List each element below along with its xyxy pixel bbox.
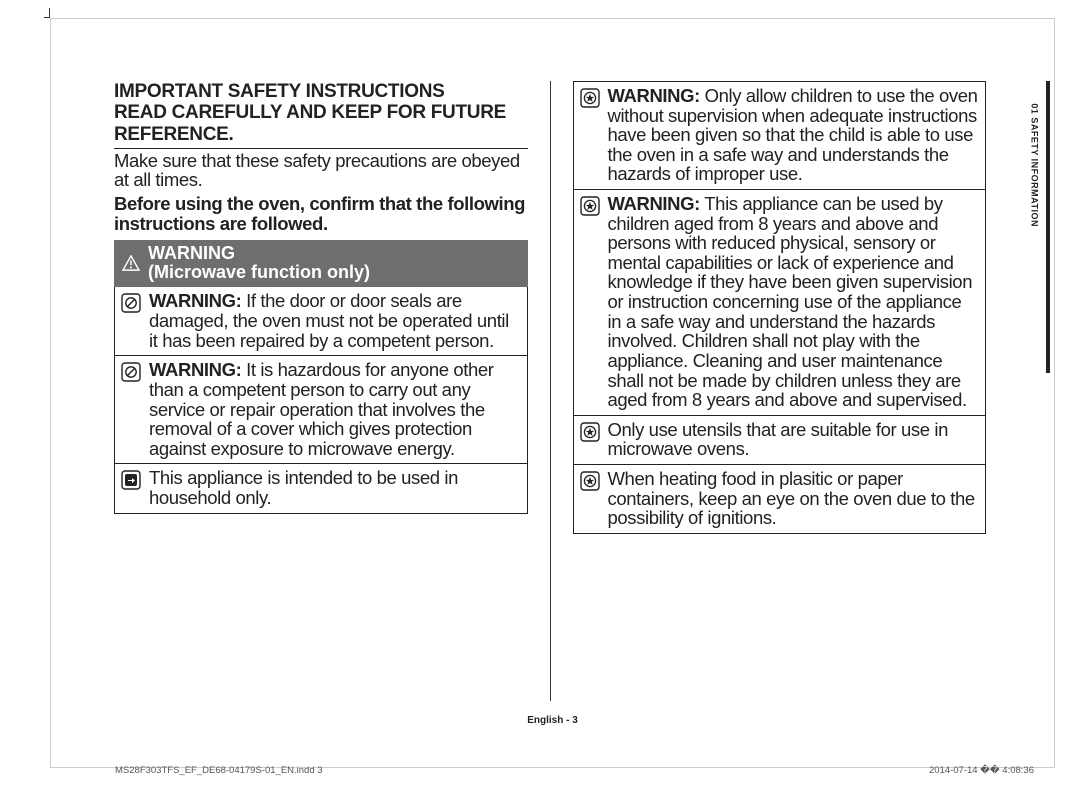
prohibit-icon: [121, 293, 141, 313]
page-frame: IMPORTANT SAFETY INSTRUCTIONS READ CAREF…: [50, 18, 1055, 768]
crop-mark-icon: [44, 8, 50, 18]
warning-item: When heating food in plasitic or paper c…: [574, 465, 986, 533]
star-icon: [580, 88, 600, 108]
main-heading: IMPORTANT SAFETY INSTRUCTIONS READ CAREF…: [114, 81, 528, 149]
warning-item: WARNING: It is hazardous for anyone othe…: [115, 356, 527, 464]
tab-label: 01 SAFETY INFORMATION: [1030, 103, 1040, 227]
heading-line1: IMPORTANT SAFETY INSTRUCTIONS: [114, 81, 445, 102]
warning-item: WARNING: This appliance can be used by c…: [574, 190, 986, 416]
star-icon: [580, 196, 600, 216]
intro-text: Make sure that these safety precautions …: [114, 151, 528, 190]
prohibit-icon: [121, 362, 141, 382]
section-tab: 01 SAFETY INFORMATION: [1012, 81, 1050, 373]
warning-sub: (Microwave function only): [148, 262, 370, 282]
right-warning-list: WARNING: Only allow children to use the …: [573, 81, 987, 534]
right-column: WARNING: Only allow children to use the …: [573, 81, 987, 691]
warning-item-text: This appliance is intended to be used in…: [149, 468, 521, 507]
intro-bold-text: Before using the oven, confirm that the …: [114, 194, 528, 234]
warning-item: WARNING: Only allow children to use the …: [574, 82, 986, 190]
warning-item-text: WARNING: If the door or door seals are d…: [149, 291, 521, 350]
warning-item-text: WARNING: This appliance can be used by c…: [608, 194, 980, 410]
warning-item-text: When heating food in plasitic or paper c…: [608, 469, 980, 528]
column-separator: [550, 81, 551, 701]
left-column: IMPORTANT SAFETY INSTRUCTIONS READ CAREF…: [114, 81, 528, 691]
warning-item: This appliance is intended to be used in…: [115, 464, 527, 512]
tab-bar: [1046, 81, 1050, 373]
left-warning-list: WARNING: If the door or door seals are d…: [114, 287, 528, 513]
warning-item-text: WARNING: It is hazardous for anyone othe…: [149, 360, 521, 458]
content-area: IMPORTANT SAFETY INSTRUCTIONS READ CAREF…: [114, 81, 986, 691]
heading-line2: READ CAREFULLY AND KEEP FOR FUTURE REFER…: [114, 102, 506, 144]
warning-item-text: Only use utensils that are suitable for …: [608, 420, 980, 459]
star-icon: [580, 422, 600, 442]
footer-filename: MS28F303TFS_EF_DE68-04179S-01_EN.indd 3: [115, 765, 323, 776]
footer-timestamp: 2014-07-14 �� 4:08:36: [929, 765, 1034, 776]
warning-triangle-icon: [122, 255, 140, 271]
page-number: English - 3: [51, 715, 1054, 726]
warning-bar-text: WARNING (Microwave function only): [148, 244, 370, 283]
warning-item: WARNING: If the door or door seals are d…: [115, 287, 527, 356]
star-icon: [580, 471, 600, 491]
warning-bar: WARNING (Microwave function only): [114, 240, 528, 288]
solid-arrow-icon: [121, 470, 141, 490]
warning-item-text: WARNING: Only allow children to use the …: [608, 86, 980, 184]
warning-item: Only use utensils that are suitable for …: [574, 416, 986, 465]
warning-label: WARNING: [148, 243, 235, 263]
